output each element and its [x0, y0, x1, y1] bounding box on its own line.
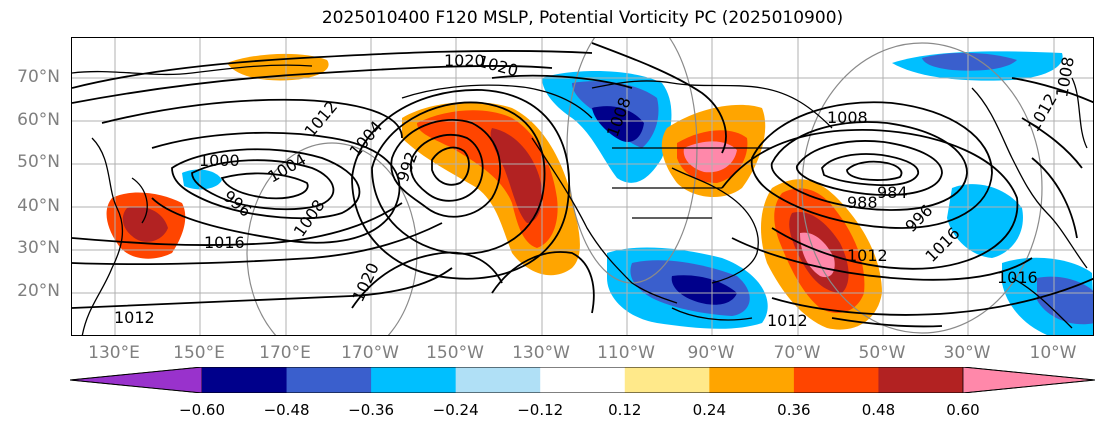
isobar-label: 1020 [444, 51, 485, 70]
map-title: 2025010400 F120 MSLP, Potential Vorticit… [321, 8, 844, 28]
isobar-label: 1016 [204, 233, 245, 252]
lat-label-70n: 70°N [17, 67, 60, 87]
colorbar-bin [540, 367, 626, 393]
isobar-label: 1020 [476, 52, 520, 81]
lon-label-50w: 50°W [858, 343, 906, 363]
colorbar-bin [455, 367, 541, 393]
map-canvas: 1020 1012 1004 1000 996 1008 1016 1020 1… [72, 38, 1093, 335]
isobar-label: 996 [219, 187, 255, 221]
pv-blob-canary-core [1037, 276, 1093, 325]
lat-label-50n: 50°N [17, 152, 60, 172]
pv-blob-canada-deep [592, 106, 644, 143]
isobar-label: 1020 [348, 260, 382, 305]
colorbar-tick-label: 0.24 [692, 401, 727, 419]
colorbar [70, 367, 1095, 393]
lon-label-90w: 90°W [687, 343, 735, 363]
colorbar-tick-label: 0.60 [946, 401, 980, 419]
colorbar-tick-label: 0.48 [861, 401, 896, 419]
pv-blob-north-atlantic-core [922, 52, 1017, 71]
isobar-label: 1000 [199, 151, 240, 170]
pv-blob-caribbean-deep [671, 275, 737, 305]
colorbar-tick-label: −0.48 [263, 401, 310, 419]
lon-label-130e: 130°E [88, 343, 140, 363]
lon-label-70w: 70°W [773, 343, 821, 363]
colorbar-extension-high [962, 367, 1095, 393]
lon-label-30w: 30°W [943, 343, 991, 363]
lat-label-30n: 30°N [17, 238, 60, 258]
colorbar-extension-low [70, 367, 203, 393]
isobar-label: 1012 [114, 308, 155, 327]
colorbar-bin [793, 367, 879, 393]
colorbar-bin [202, 367, 288, 393]
colorbar-tick-label: −0.60 [179, 401, 225, 419]
colorbar-bin [709, 367, 795, 393]
coastlines [72, 64, 1088, 335]
lat-label-60n: 60°N [17, 110, 60, 130]
pv-blob-atlantic-pink [800, 232, 835, 278]
isobar-label: 1012 [1024, 90, 1061, 135]
isobar-label: 1012 [847, 246, 888, 265]
isobar-label: 1008 [827, 108, 868, 127]
isobars [72, 42, 1093, 328]
pv-blob-gulf-alaska-core [490, 128, 543, 223]
map-panel: 1020 1012 1004 1000 996 1008 1016 1020 1… [71, 37, 1094, 336]
lat-label-20n: 20°N [17, 281, 60, 301]
isobar-label: 984 [877, 183, 908, 202]
colorbar-tick-label: 0.12 [608, 401, 642, 419]
isobar-label: 1016 [997, 268, 1038, 287]
pv-blob-west-pacific-core [122, 206, 168, 242]
graticule [72, 38, 1093, 335]
isobar-label: 1012 [767, 311, 808, 330]
isobar-label: 1012 [301, 97, 342, 140]
lon-label-10w: 10°W [1029, 343, 1077, 363]
colorbar-tick-label: −0.36 [348, 401, 395, 419]
isobar-label: 992 [393, 149, 421, 184]
lon-label-150w: 150°W [426, 343, 484, 363]
lon-label-110w: 110°W [597, 343, 655, 363]
lon-label-170e: 170°E [259, 343, 311, 363]
lon-label-130w: 130°W [512, 343, 570, 363]
lon-label-150e: 150°E [173, 343, 225, 363]
colorbar-tick-label: −0.24 [432, 401, 479, 419]
lat-label-40n: 40°N [17, 196, 60, 216]
colorbar-bin [371, 367, 457, 393]
colorbar-tick-label: −0.12 [517, 401, 564, 419]
isobar-labels: 1020 1012 1004 1000 996 1008 1016 1020 1… [114, 51, 1078, 330]
colorbar-tick-label: 0.36 [777, 401, 811, 419]
colorbar-bin [624, 367, 710, 393]
pv-blob-east-atlantic [947, 184, 1023, 258]
colorbar-bin [878, 367, 964, 393]
isobar-label: 988 [847, 193, 878, 212]
pv-shading [106, 51, 1093, 335]
lon-label-170w: 170°W [341, 343, 399, 363]
colorbar-bin [286, 367, 372, 393]
